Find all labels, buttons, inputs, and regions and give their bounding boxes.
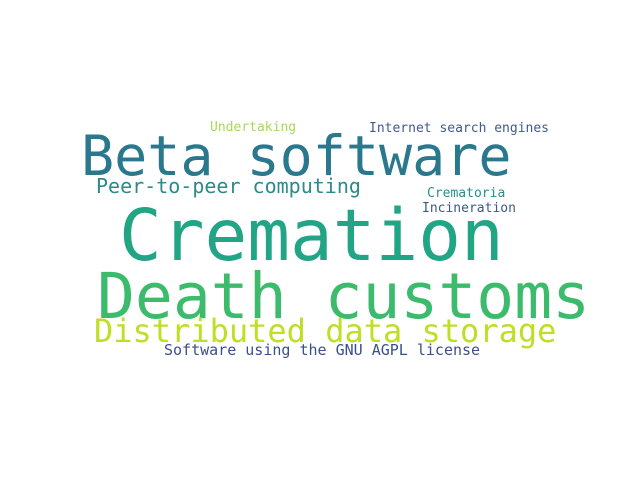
word-distributed-data-storage: Distributed data storage (94, 312, 557, 350)
word-crematoria: Crematoria (427, 186, 506, 201)
word-incineration: Incineration (422, 201, 516, 216)
word-death-customs: Death customs (97, 260, 591, 333)
word-gnu-agpl-software: Software using the GNU AGPL license (164, 341, 481, 359)
word-internet-search-engines: Internet search engines (369, 121, 550, 136)
word-cremation: Cremation (119, 194, 504, 277)
word-undertaking: Undertaking (210, 120, 297, 135)
word-peer-to-peer-computing: Peer-to-peer computing (96, 174, 361, 198)
word-beta-software: Beta software (81, 124, 512, 188)
